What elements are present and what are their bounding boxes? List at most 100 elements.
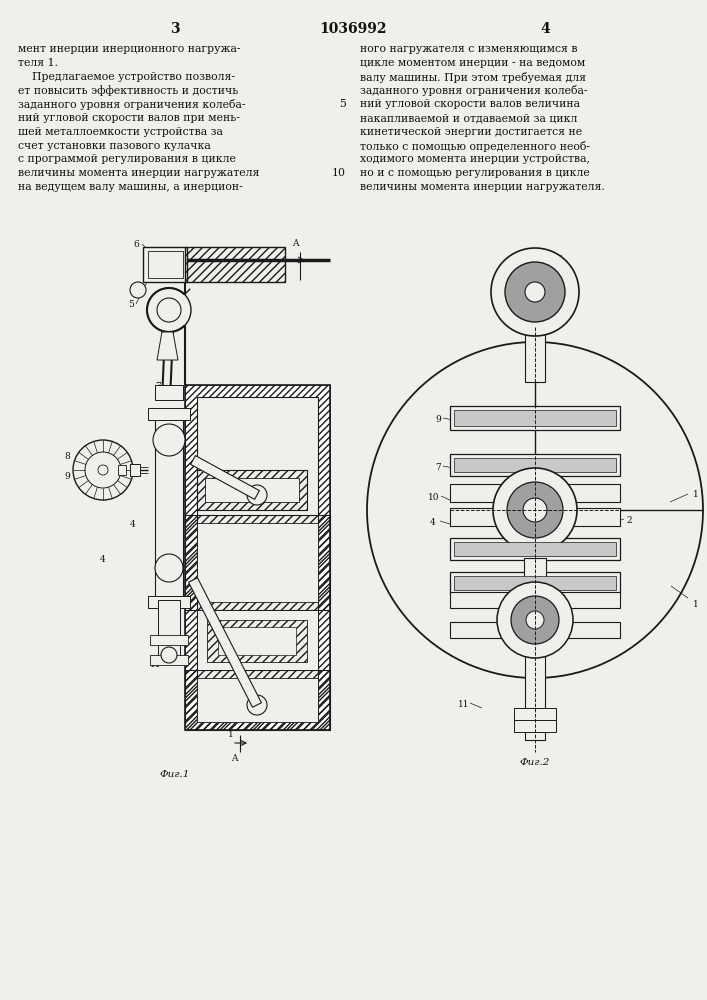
Text: 11: 11 [150, 660, 161, 669]
Bar [185, 670, 330, 730]
Text: ний угловой скорости валов при мень-: ний угловой скорости валов при мень- [18, 113, 240, 123]
Text: цикле моментом инерции - на ведомом: цикле моментом инерции - на ведомом [360, 58, 585, 68]
Bar [454, 576, 616, 590]
Bar [197, 610, 318, 670]
Bar [150, 655, 188, 665]
Circle shape [247, 485, 267, 505]
Circle shape [73, 440, 133, 500]
Circle shape [161, 647, 177, 663]
Text: 1036992: 1036992 [320, 22, 387, 36]
Bar [185, 515, 330, 610]
Text: 1: 1 [693, 490, 699, 499]
Text: величины момента инерции нагружателя.: величины момента инерции нагружателя. [360, 182, 604, 192]
Bar [450, 592, 620, 608]
Bar [450, 622, 620, 638]
Text: 5: 5 [128, 300, 134, 309]
Bar [450, 572, 620, 594]
Text: только с помощью определенного необ-: только с помощью определенного необ- [360, 141, 590, 152]
Polygon shape [189, 578, 262, 707]
Text: 5: 5 [339, 99, 346, 109]
Polygon shape [191, 456, 259, 499]
Bar [118, 465, 126, 475]
Circle shape [157, 298, 181, 322]
Bar [454, 458, 616, 472]
Bar [454, 410, 616, 426]
Text: 11: 11 [458, 700, 469, 709]
Bar [525, 292, 545, 382]
Bar [148, 596, 190, 608]
Text: но и с помощью регулирования в цикле: но и с помощью регулирования в цикле [360, 168, 590, 178]
Text: 7: 7 [155, 382, 160, 391]
Circle shape [523, 498, 547, 522]
Bar [514, 708, 556, 720]
Circle shape [497, 582, 573, 658]
Circle shape [153, 424, 185, 456]
Circle shape [505, 262, 565, 322]
Text: 1: 1 [228, 730, 234, 739]
Text: 7: 7 [435, 463, 440, 472]
Text: теля 1.: теля 1. [18, 58, 58, 68]
Text: ходимого момента инерции устройства,: ходимого момента инерции устройства, [360, 154, 590, 164]
Text: 4: 4 [100, 555, 106, 564]
Circle shape [130, 282, 146, 298]
Text: Фиг.1: Фиг.1 [160, 770, 190, 779]
Text: 4: 4 [430, 518, 436, 527]
Polygon shape [157, 332, 178, 360]
Circle shape [493, 468, 577, 552]
Text: 3: 3 [170, 22, 180, 36]
Text: Предлагаемое устройство позволя-: Предлагаемое устройство позволя- [18, 72, 235, 82]
Circle shape [526, 611, 544, 629]
Text: кинетической энергии достигается не: кинетической энергии достигается не [360, 127, 582, 137]
Text: 6: 6 [133, 240, 139, 249]
Text: на ведущем валу машины, а инерцион-: на ведущем валу машины, а инерцион- [18, 182, 243, 192]
Bar [185, 385, 330, 730]
Bar [197, 470, 307, 510]
Text: Фиг.2: Фиг.2 [520, 758, 550, 767]
Text: ного нагружателя с изменяющимся в: ного нагружателя с изменяющимся в [360, 44, 578, 54]
Bar [148, 408, 190, 420]
Text: мент инерции инерционного нагружа-: мент инерции инерционного нагружа- [18, 44, 240, 54]
Bar [185, 385, 330, 730]
Text: A: A [292, 239, 298, 248]
Bar [143, 247, 187, 282]
Bar [130, 464, 140, 476]
Text: с программой регулирования в цикле: с программой регулирования в цикле [18, 154, 236, 164]
Text: ет повысить эффективность и достичь: ет повысить эффективность и достичь [18, 85, 238, 96]
Bar [150, 635, 188, 645]
Circle shape [98, 465, 108, 475]
Text: 10: 10 [332, 168, 346, 178]
Bar [205, 478, 299, 502]
Text: ний угловой скорости валов величина: ний угловой скорости валов величина [360, 99, 580, 109]
Text: 8: 8 [64, 452, 70, 461]
Circle shape [507, 482, 563, 538]
Circle shape [147, 288, 191, 332]
Bar [218, 627, 296, 655]
Bar [155, 385, 183, 400]
Text: 6: 6 [556, 255, 562, 264]
Bar [524, 558, 546, 650]
Bar [185, 247, 285, 282]
Bar [514, 720, 556, 732]
Bar [155, 415, 183, 600]
Circle shape [247, 695, 267, 715]
Text: 9: 9 [64, 472, 70, 481]
Text: накапливаемой и отдаваемой за цикл: накапливаемой и отдаваемой за цикл [360, 113, 578, 123]
Text: счет установки пазового кулачка: счет установки пазового кулачка [18, 141, 211, 151]
Circle shape [491, 248, 579, 336]
Bar [158, 600, 180, 660]
Text: заданного уровня ограничения колеба-: заданного уровня ограничения колеба- [360, 85, 588, 96]
Bar [197, 523, 318, 602]
Bar [450, 508, 620, 526]
Text: шей металлоемкости устройства за: шей металлоемкости устройства за [18, 127, 223, 137]
Text: 9: 9 [435, 415, 440, 424]
Bar [207, 620, 307, 662]
Text: A: A [230, 754, 238, 763]
Circle shape [525, 282, 545, 302]
Bar [197, 397, 318, 718]
Text: 1: 1 [693, 600, 699, 609]
Text: 3: 3 [193, 585, 199, 594]
Circle shape [155, 554, 183, 582]
Circle shape [511, 596, 559, 644]
Bar [148, 251, 183, 278]
Bar [450, 538, 620, 560]
